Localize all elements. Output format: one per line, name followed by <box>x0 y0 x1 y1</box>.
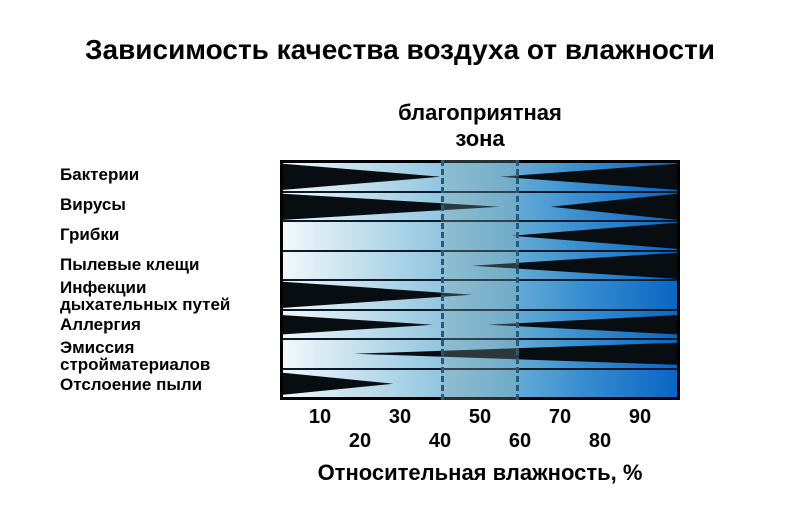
row-label: Пылевые клещи <box>60 256 199 274</box>
row-labels: Бактерии Вирусы Грибки Пылевые клещи Инфекци… <box>60 160 270 400</box>
wedge <box>500 164 677 190</box>
x-tick: 10 <box>309 406 331 429</box>
wedge <box>488 315 677 334</box>
chart-row <box>283 250 677 280</box>
x-tick: 40 <box>429 430 451 453</box>
x-tick: 30 <box>389 406 411 429</box>
x-tick: 80 <box>589 430 611 453</box>
row-label: Эмиссия <box>60 339 134 357</box>
humidity-chart <box>280 160 680 400</box>
chart-rows <box>283 163 677 397</box>
favorable-zone-label: благоприятная зона <box>360 100 600 152</box>
chart-row <box>283 163 677 191</box>
row-label: Инфекции <box>60 279 146 297</box>
x-tick: 50 <box>469 406 491 429</box>
x-tick: 20 <box>349 430 371 453</box>
chart-row <box>283 220 677 250</box>
row-label: Грибки <box>60 226 119 244</box>
row-label: Аллергия <box>60 316 141 334</box>
row-label: Вирусы <box>60 196 126 214</box>
wedge <box>283 282 472 308</box>
zone-label-line1: благоприятная <box>360 100 600 126</box>
wedge <box>283 315 433 334</box>
x-tick: 60 <box>509 430 531 453</box>
row-label: Бактерии <box>60 166 139 184</box>
wedge <box>472 252 677 278</box>
x-axis-label: Относительная влажность, % <box>280 460 680 486</box>
zone-label-line2: зона <box>360 126 600 152</box>
x-tick: 70 <box>549 406 571 429</box>
chart-title: Зависимость качества воздуха от влажност… <box>0 34 800 66</box>
chart-row <box>283 338 677 368</box>
wedge <box>512 223 677 249</box>
x-ticks: 10 30 50 70 90 20 40 60 80 <box>280 406 680 458</box>
wedge <box>283 164 441 190</box>
chart-row <box>283 309 677 339</box>
chart-row <box>283 279 677 309</box>
wedge <box>354 343 677 365</box>
row-label: дыхательных путей <box>60 296 230 314</box>
wedge <box>283 193 500 219</box>
wedge <box>283 372 393 394</box>
chart-row <box>283 191 677 221</box>
chart-row <box>283 368 677 398</box>
x-tick: 90 <box>629 406 651 429</box>
row-label: Отслоение пыли <box>60 376 202 394</box>
wedge <box>551 193 677 219</box>
row-label: стройматериалов <box>60 356 210 374</box>
